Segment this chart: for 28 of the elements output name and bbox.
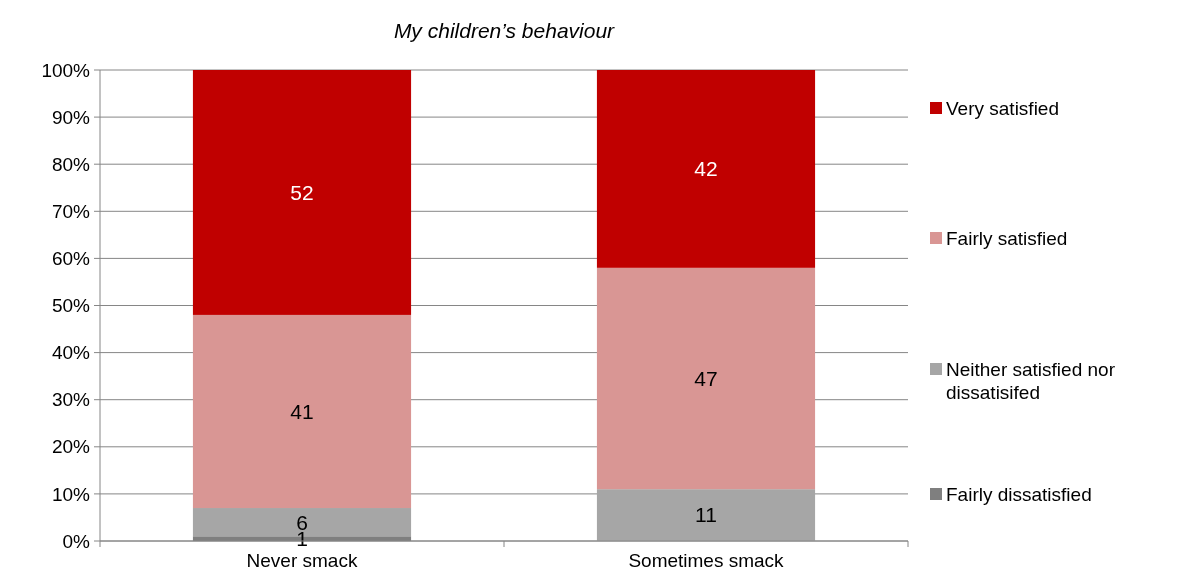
y-tick-label: 50% <box>51 295 91 317</box>
y-tick-label: 90% <box>51 106 91 128</box>
data-label: 41 <box>290 399 314 423</box>
x-tick-label: Sometimes smack <box>628 550 785 571</box>
data-label: 47 <box>694 366 718 390</box>
bar <box>596 267 816 490</box>
y-tick-label: 60% <box>51 248 91 270</box>
y-tick-label: 70% <box>51 200 91 222</box>
legend-label: Neither satisfied nor dissatisifed <box>946 358 1116 403</box>
legend-label: Fairly dissatisfied <box>946 483 1092 505</box>
y-tick-label: 0% <box>62 530 91 552</box>
legend-label: Very satisfied <box>946 97 1059 119</box>
x-tick-label: Never smack <box>246 550 358 571</box>
bar <box>596 489 816 541</box>
data-label: 52 <box>290 180 314 204</box>
y-tick-label: 80% <box>51 153 91 175</box>
y-tick-label: 10% <box>51 483 91 505</box>
legend-label: Fairly satisfied <box>946 227 1068 249</box>
y-tick-label: 30% <box>51 389 91 411</box>
y-tick-label: 20% <box>51 436 91 458</box>
data-label: 11 <box>695 503 717 527</box>
bar <box>192 70 412 315</box>
bar <box>192 314 412 509</box>
data-label: 42 <box>694 157 718 181</box>
bar <box>596 70 816 268</box>
y-tick-label: 100% <box>41 59 91 81</box>
chart-title: My children’s behaviour <box>393 19 616 42</box>
y-tick-label: 40% <box>51 342 91 364</box>
